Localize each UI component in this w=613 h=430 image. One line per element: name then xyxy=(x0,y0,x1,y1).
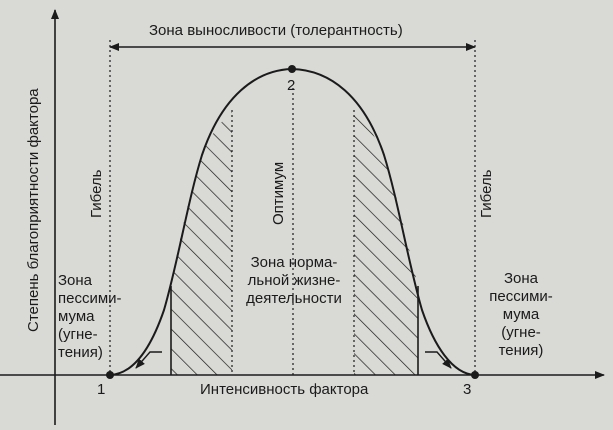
point-3-label: 3 xyxy=(463,381,472,398)
pessimum-left-line-2: пессими- xyxy=(58,290,122,307)
pessimum-right-line-2: пессими- xyxy=(489,288,553,305)
death-right-label: Гибель xyxy=(478,169,495,219)
normal-zone-label: Зона норма- льной жизне- деятельности xyxy=(238,254,350,308)
point-1-label: 1 xyxy=(97,381,106,398)
normal-zone-line-2: льной жизне- xyxy=(247,272,341,289)
normal-zone-line-1: Зона норма- xyxy=(250,254,338,271)
y-axis-label: Степень благоприятности фактора xyxy=(25,88,42,332)
optimum-label: Оптимум xyxy=(270,161,287,225)
pointer-right xyxy=(425,351,452,369)
pointer-left xyxy=(135,351,162,369)
hatch-right xyxy=(354,110,418,375)
pessimum-left-line-1: Зона xyxy=(58,272,93,289)
point-2-marker xyxy=(288,65,296,73)
death-left-label: Гибель xyxy=(88,169,105,219)
pessimum-right-line-4: (угне- xyxy=(501,324,541,341)
pessimum-right-line-3: мума xyxy=(502,306,540,323)
point-1-marker xyxy=(106,371,114,379)
normal-zone-line-3: деятельности xyxy=(246,290,342,307)
pessimum-left-line-5: тения) xyxy=(58,344,103,361)
pessimum-right-line-1: Зона xyxy=(503,270,539,287)
hatch-left xyxy=(171,112,232,375)
point-3-marker xyxy=(471,371,479,379)
x-axis-label: Интенсивность фактора xyxy=(200,381,369,398)
pessimum-left-line-3: мума xyxy=(58,308,95,325)
point-2-label: 2 xyxy=(287,77,296,94)
pessimum-right-line-5: тения) xyxy=(498,342,544,359)
pessimum-left-label: Зона пессими- мума (угне- тения) xyxy=(58,272,122,362)
pessimum-right-label: Зона пессими- мума (угне- тения) xyxy=(484,270,558,360)
pessimum-left-line-4: (угне- xyxy=(58,326,98,343)
tolerance-zone-label: Зона выносливости (толерантность) xyxy=(145,22,407,40)
